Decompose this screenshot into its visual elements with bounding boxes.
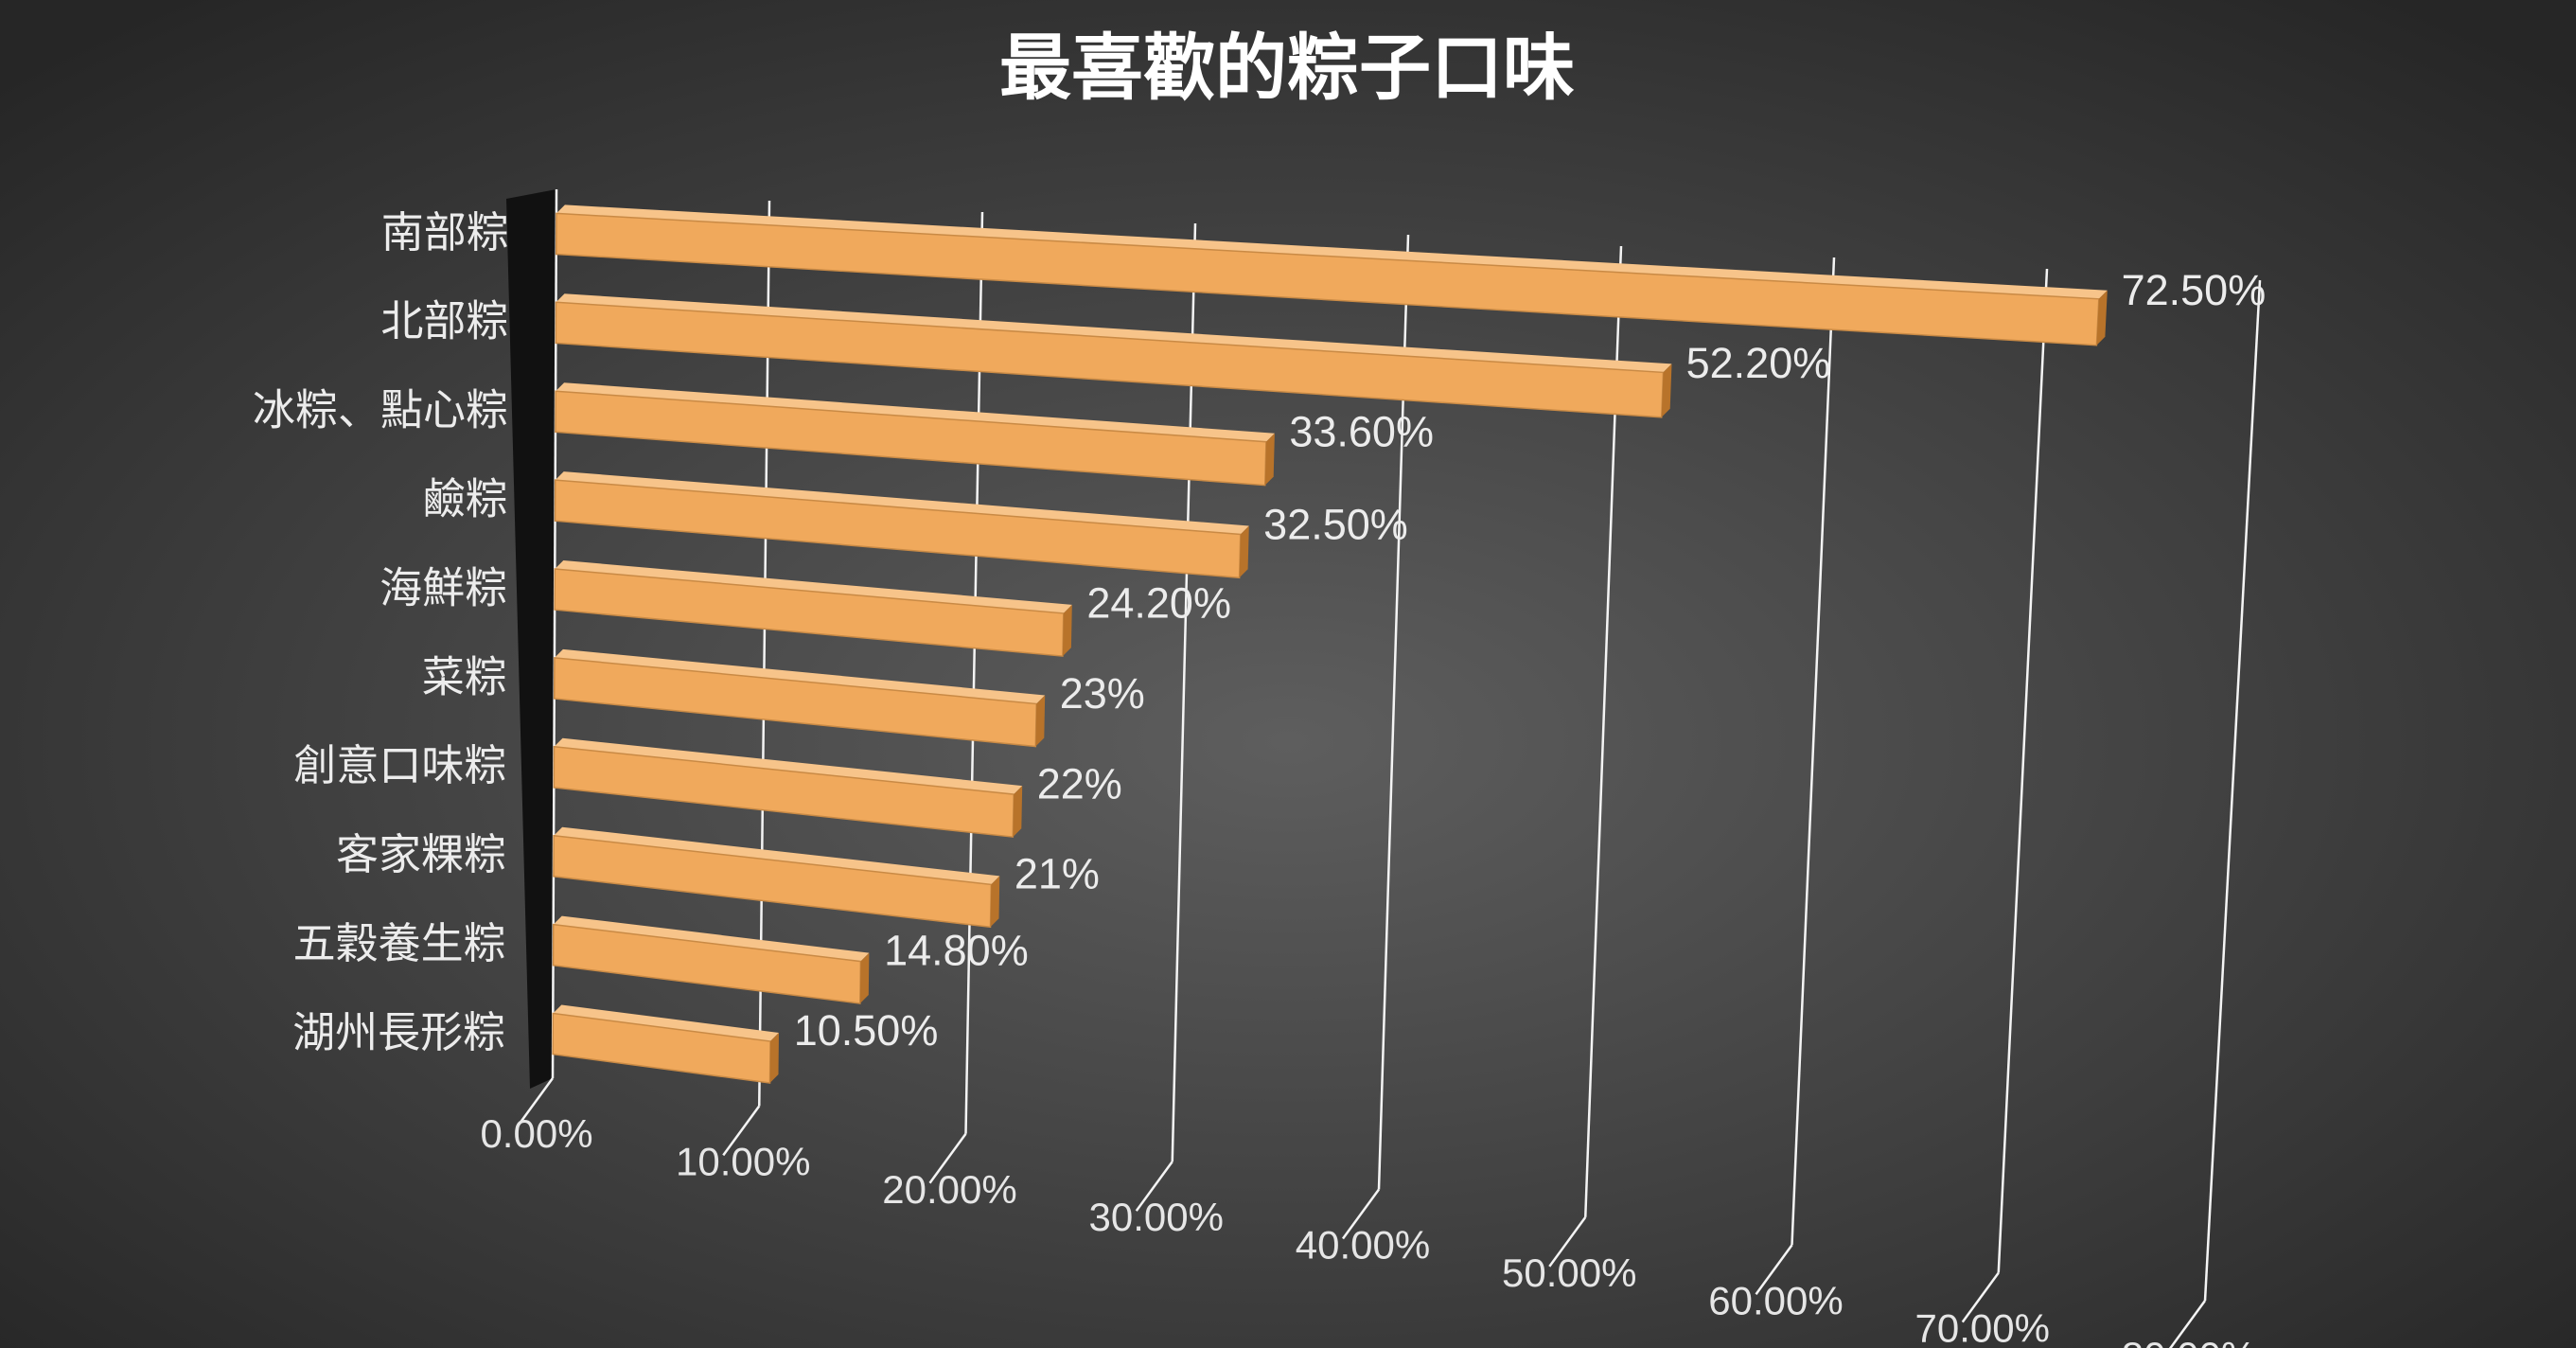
category-label: 菜粽: [422, 652, 507, 701]
x-tick-label: 70.00%: [1915, 1306, 2050, 1348]
value-label: 23%: [1060, 669, 1145, 718]
bar-top: [554, 648, 1046, 704]
x-tick-label: 50.00%: [1502, 1250, 1636, 1295]
grid-line: [1791, 257, 1836, 1246]
category-label: 創意口味粽: [293, 741, 506, 789]
category-label: 湖州長形粽: [292, 1008, 505, 1056]
bar-end: [1035, 695, 1046, 747]
bar-top: [555, 471, 1249, 535]
floor-line: [2168, 1300, 2207, 1348]
chart-title: 最喜歡的粽子口味: [999, 28, 1575, 109]
value-label: 21%: [1015, 850, 1100, 898]
value-label: 24.20%: [1086, 578, 1231, 627]
x-tick-label: 20.00%: [882, 1167, 1016, 1212]
x-tick-label: 40.00%: [1296, 1223, 1430, 1268]
value-label: 72.50%: [2122, 266, 2267, 314]
bar-end: [769, 1033, 779, 1083]
bar-top: [553, 915, 870, 962]
floor-line: [1341, 1188, 1381, 1240]
bar-end: [2096, 290, 2108, 346]
category-label: 鹼粽: [423, 475, 508, 523]
floor-line: [722, 1105, 761, 1157]
grid-line: [1997, 268, 2049, 1273]
bar-top: [554, 826, 1000, 885]
bar-top: [555, 560, 1072, 613]
side-wall: [506, 189, 556, 1089]
x-tick-label: 60.00%: [1708, 1278, 1843, 1322]
value-label: 14.80%: [884, 927, 1029, 975]
floor-line: [1961, 1271, 2000, 1323]
bar-end: [859, 952, 870, 1003]
value-label: 10.50%: [794, 1006, 939, 1055]
bar-end: [990, 876, 1000, 928]
x-tick-label: 10.00%: [676, 1139, 810, 1183]
category-label: 北部粽: [380, 297, 508, 346]
bar-end: [1013, 786, 1023, 838]
value-label: 22%: [1037, 759, 1122, 807]
bar-top: [556, 382, 1275, 442]
x-tick-label: 30.00%: [1089, 1195, 1224, 1239]
floor-line: [1548, 1216, 1587, 1268]
bar-end: [1062, 604, 1072, 657]
category-label: 冰粽、點心粽: [253, 386, 508, 435]
bar-end: [1661, 364, 1672, 417]
bar-top: [553, 1004, 779, 1041]
bar-top: [554, 737, 1023, 795]
grid-line: [2203, 279, 2262, 1302]
bar-end: [1239, 525, 1249, 578]
bar-end: [1264, 433, 1275, 486]
category-label: 海鮮粽: [379, 563, 507, 612]
x-tick-label: 0.00%: [480, 1111, 592, 1156]
category-label: 五穀養生粽: [293, 919, 506, 967]
floor-line: [928, 1133, 967, 1184]
category-label: 南部粽: [381, 208, 509, 257]
floor-line: [1755, 1244, 1793, 1295]
value-label: 52.20%: [1686, 339, 1831, 387]
bar-top: [556, 293, 1672, 373]
category-label: 客家粿粽: [336, 830, 506, 878]
x-tick-label: 80.00%: [2122, 1334, 2256, 1348]
floor-line: [515, 1077, 555, 1128]
bar-top: [556, 204, 2108, 299]
floor-line: [1135, 1161, 1173, 1212]
value-label: 33.60%: [1289, 408, 1434, 456]
value-label: 32.50%: [1263, 500, 1408, 548]
